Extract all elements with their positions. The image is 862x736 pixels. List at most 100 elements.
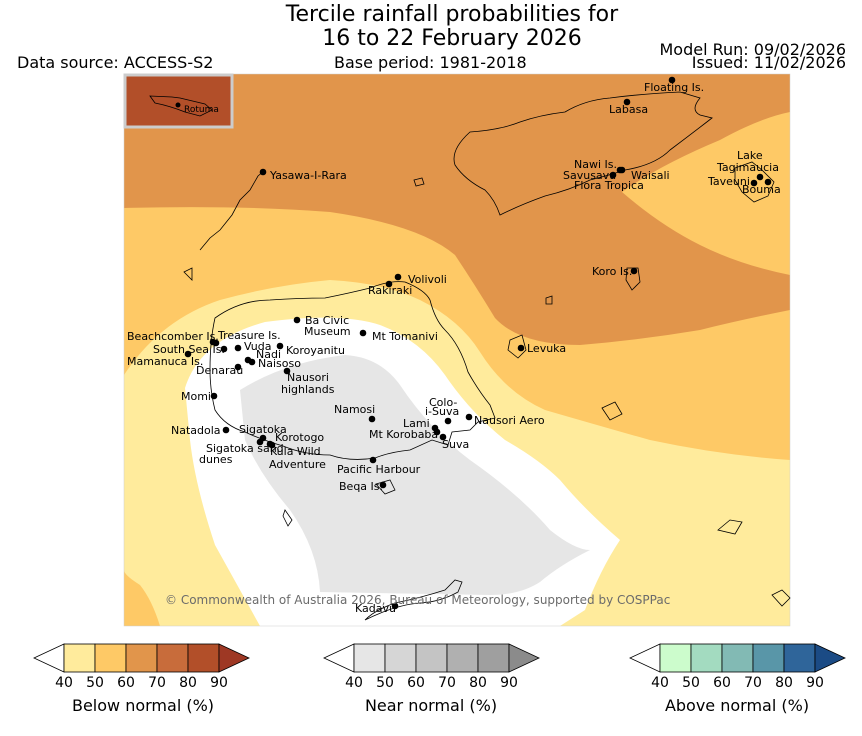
colorbar-below-swatch [63, 643, 96, 673]
colorbar-below-swatch [94, 643, 127, 673]
colorbar-above-swatch [783, 643, 816, 673]
colorbar-near-tick: 80 [469, 675, 487, 691]
place-marker-koro [630, 267, 638, 275]
place-marker-mt-korobaba [433, 428, 441, 436]
title-line-1: Tercile rainfall probabilities for [285, 2, 619, 27]
place-marker-koroyanitu [276, 342, 284, 350]
place-marker-savusavu [609, 171, 617, 179]
place-label-colo-i-suva: Colo-i-Suva [425, 396, 459, 418]
place-marker-mamanuca [184, 350, 192, 358]
place-marker-volivoli [394, 273, 402, 281]
place-label-sigatoka-dunes: Sigatoka sand dunes [199, 442, 284, 466]
zone-near-normal-40-50 [240, 355, 590, 595]
colorbar-below-tick: 70 [148, 675, 166, 691]
place-label-mt-korobaba: Mt Korobaba [369, 428, 438, 441]
vanua-levu-coast [453, 91, 713, 216]
place-marker-colo-i-suva [444, 417, 452, 425]
place-marker-kula [268, 441, 276, 449]
issued-date: Issued: 11/02/2026 [691, 53, 846, 72]
coastlines [183, 91, 791, 621]
colorbar-below-swatches [33, 643, 250, 673]
place-marker-denarau [234, 363, 242, 371]
colorbar-below-swatch [156, 643, 189, 673]
colorbar-near-label: Near normal (%) [364, 696, 498, 715]
base-period: Base period: 1981-2018 [334, 53, 527, 72]
place-marker-vuda [234, 344, 242, 352]
colorbar-near-tick: 70 [438, 675, 456, 691]
map-frame [123, 73, 791, 627]
place-label-nausori-aero: Nausori Aero [474, 414, 545, 427]
place-label-kula: Kula Wild Adventure [269, 445, 326, 471]
lau-islands [183, 177, 791, 607]
place-marker-pacific-harbour [369, 456, 377, 464]
place-label-flora: Flora Tropica [574, 179, 644, 192]
colorbar-near-tick: 40 [345, 675, 363, 691]
place-marker-south-sea [220, 345, 228, 353]
colorbar-near-min-triangle [323, 643, 355, 673]
place-label-tomanivi: Mt Tomanivi [372, 330, 438, 343]
model-run: Model Run: 09/02/2026 [659, 40, 847, 59]
colorbar-near [323, 643, 540, 673]
place-marker-labasa [623, 98, 631, 106]
place-marker-rakiraki [385, 280, 393, 288]
place-label-labasa: Labasa [609, 103, 648, 116]
place-label-naisoso: Naisoso [258, 357, 301, 370]
colorbar-below-min-triangle [33, 643, 65, 673]
place-marker-taveuni [750, 179, 758, 187]
colorbar-above-swatches [629, 643, 846, 673]
forecast-map: Rotuma Floating Is. Labasa Yasawa-I-Rara Na… [123, 73, 791, 627]
colorbar-above-max-triangle [814, 643, 846, 673]
place-label-pacific-harbour: Pacific Harbour [337, 463, 421, 476]
place-label-denarau: Denarau [196, 364, 243, 377]
place-label-volivoli: Volivoli [408, 273, 447, 286]
colorbar-above-tick: 70 [744, 675, 762, 691]
place-label-ba-civic: Ba Civic Museum [304, 314, 351, 338]
rotuma-coast [149, 95, 213, 117]
place-marker-nausori-highlands [283, 367, 291, 375]
rotuma-label: Rotuma [184, 105, 219, 115]
koro-coast [625, 267, 641, 291]
place-marker-kadavu [391, 602, 399, 610]
colorbar-above-swatch [690, 643, 723, 673]
colorbar-above-swatch [752, 643, 785, 673]
place-marker-beqa [379, 481, 387, 489]
taveuni-coast [734, 161, 775, 203]
place-marker-levuka [517, 344, 525, 352]
place-label-treasure: Treasure Is. [217, 329, 281, 342]
yasawa-chain [199, 169, 266, 251]
rotuma-dot [175, 102, 181, 108]
place-marker-bouma [764, 178, 772, 186]
place-label-beqa: Beqa Is. [339, 480, 383, 493]
place-label-savusavu: Savusavu [563, 169, 616, 182]
rotuma-inset: Rotuma [123, 73, 234, 129]
place-label-yasawa: Yasawa-I-Rara [269, 169, 347, 182]
viti-levu-coast [209, 281, 496, 460]
place-marker-korotogo [256, 438, 264, 446]
place-label-momi: Momi [181, 390, 211, 403]
place-label-south-sea: South Sea Is. [153, 343, 225, 356]
attribution: © Commonwealth of Australia 2026, Bureau… [165, 593, 670, 607]
colorbar-near-swatch [446, 643, 479, 673]
place-label-levuka: Levuka [527, 342, 566, 355]
place-marker-ba-civic [293, 316, 301, 324]
colorbar-near-swatch [353, 643, 386, 673]
place-label-suva: Suva [442, 438, 469, 451]
place-marker-naisoso [248, 358, 256, 366]
colorbar-near-max-triangle [508, 643, 540, 673]
colorbar-above-swatch [721, 643, 754, 673]
place-marker-suva [439, 433, 447, 441]
colorbar-above-tick: 50 [682, 675, 700, 691]
colorbar-below-tick: 50 [86, 675, 104, 691]
colorbar-above [629, 643, 846, 673]
title-line-2: 16 to 22 February 2026 [322, 26, 582, 51]
colorbar-above-swatch [659, 643, 692, 673]
place-label-vuda: Vuda [244, 340, 271, 353]
place-label-koroyanitu: Koroyanitu [286, 344, 345, 357]
place-label-lami: Lami [403, 417, 430, 430]
colorbar-near-swatches [323, 643, 540, 673]
zone-60-70 [124, 74, 790, 345]
beqa-coast [375, 479, 396, 495]
place-label-rakiraki: Rakiraki [368, 284, 412, 297]
colorbar-below-swatch [187, 643, 220, 673]
